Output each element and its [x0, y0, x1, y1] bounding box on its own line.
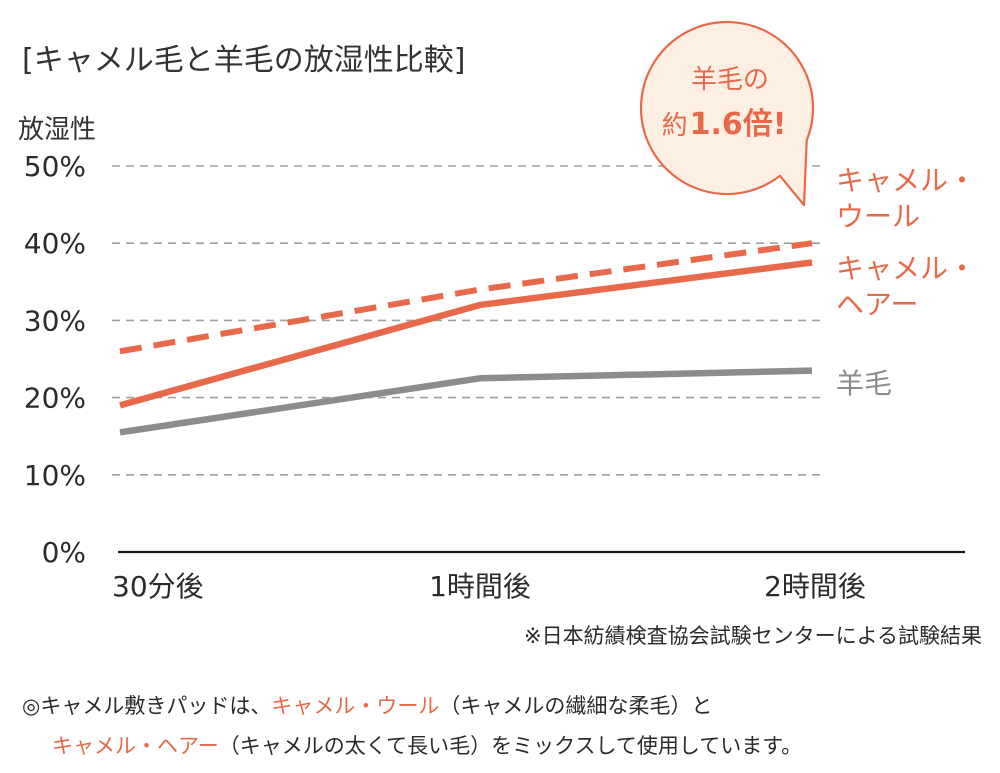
y-tick-label: 50%: [24, 150, 86, 183]
y-tick-label: 10%: [24, 459, 86, 492]
footer-line1-b: キャメル・ウール: [271, 694, 439, 718]
chart-title: [キャメル毛と羊毛の放湿性比較]: [22, 43, 465, 78]
series-label-line: キャメル・: [836, 252, 976, 285]
series-label-line: 羊毛: [836, 367, 892, 400]
x-tick-label: 30分後: [112, 570, 204, 603]
callout-line1: 羊毛の: [691, 65, 769, 95]
series-line-camel-wool: [119, 240, 813, 355]
x-tick-label: 2時間後: [764, 570, 866, 603]
y-axis-title: 放湿性: [18, 115, 96, 145]
footer-line2: キャメル・ヘアー（キャメルの太くて長い毛）をミックスして使用しています。: [52, 734, 802, 758]
y-tick-labels: 0% 10% 20% 30% 40% 50%: [24, 150, 86, 569]
series-label-line: ウール: [836, 200, 920, 233]
series-label-line: キャメル・: [836, 164, 976, 197]
series-label-camel-hair: キャメル・ヘアー: [836, 252, 976, 321]
series-label-line: ヘアー: [836, 288, 918, 321]
y-tick-label: 30%: [24, 304, 86, 337]
series-label-sheep-wool: 羊毛: [836, 367, 892, 400]
footer-line2-a: キャメル・ヘアー: [52, 734, 219, 758]
x-tick-labels: 30分後 1時間後 2時間後: [112, 570, 866, 603]
y-tick-label: 40%: [24, 227, 86, 260]
callout-line2: 約1.6倍!: [662, 107, 787, 142]
footer-line1: ◎キャメル敷きパッドは、キャメル・ウール（キャメルの繊細な柔毛）と: [22, 694, 712, 718]
series-lines: [119, 240, 813, 436]
callout-value: 1.6倍!: [690, 107, 787, 142]
callout-prefix: 約: [662, 111, 688, 141]
callout-bubble: 羊毛の 約1.6倍!: [639, 20, 815, 207]
footer-line1-a: ◎キャメル敷きパッドは、: [22, 694, 271, 718]
series-label-camel-wool: キャメル・ウール: [836, 164, 976, 233]
callout-shape: [639, 20, 815, 207]
series-line-sheep-wool: [119, 367, 813, 436]
footer-line1-c: （キャメルの繊細な柔毛）と: [439, 694, 712, 718]
series-line-camel-hair: [119, 259, 813, 409]
footer-line2-b: （キャメルの太くて長い毛）をミックスして使用しています。: [219, 734, 802, 758]
y-tick-label: 0%: [42, 536, 86, 569]
source-note: ※日本紡績検査協会試験センターによる試験結果: [524, 624, 982, 648]
grid-lines: [112, 165, 820, 476]
x-tick-label: 1時間後: [429, 570, 531, 603]
y-tick-label: 20%: [24, 382, 86, 415]
